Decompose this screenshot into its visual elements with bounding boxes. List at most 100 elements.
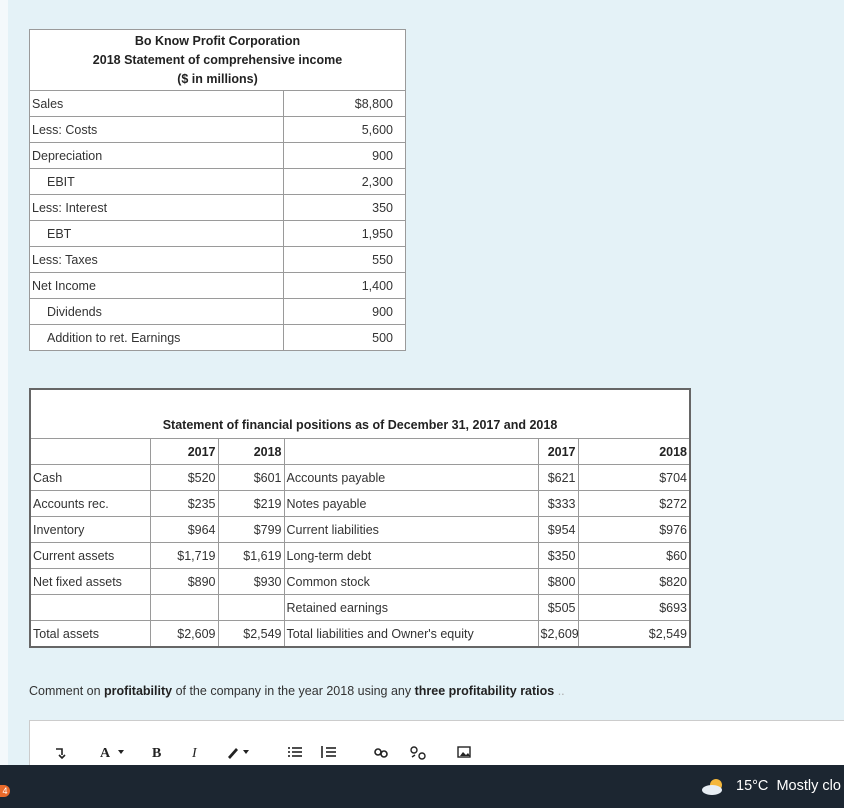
row-value: $2,549 [217,620,285,648]
income-row: EBIT 2,300 [29,168,406,195]
link-icon[interactable] [374,748,388,758]
bullet-list[interactable] [288,747,302,757]
row-label: Less: Interest [29,194,284,221]
image-icon[interactable] [457,746,471,758]
header-year: 2017 [537,438,579,465]
row-label: Net Income [29,272,284,299]
row-label: EBT [29,220,284,247]
header-year: 2018 [217,438,285,465]
dropdown [118,750,124,754]
row-label: Common stock [283,568,539,595]
income-row: Less: Taxes 550 [29,246,406,273]
row-value: 550 [283,246,406,273]
income-row: Net Income 1,400 [29,272,406,299]
income-row: EBT 1,950 [29,220,406,247]
income-row: Dividends 900 [29,298,406,325]
row-value: $890 [149,568,219,595]
row-label: Less: Taxes [29,246,284,273]
cell [29,594,151,621]
income-row: Less: Costs 5,600 [29,116,406,143]
unlink-icon[interactable] [410,746,426,760]
font-button[interactable]: A [100,746,111,761]
bold-button[interactable]: B [152,746,161,761]
income-row: Depreciation 900 [29,142,406,169]
row-label: Total liabilities and Owner's equity [283,620,539,648]
balance-row: Cash $520 $601 Accounts payable $621 $704 [29,464,691,491]
row-value: $505 [537,594,579,621]
text: .. [554,684,565,698]
row-value: 1,400 [283,272,406,299]
row-value: $820 [577,568,691,595]
balance-row: Retained earnings $505 $693 [29,594,691,621]
row-label: Net fixed assets [29,568,151,595]
title-line: ($ in millions) [177,71,258,86]
row-value: $964 [149,516,219,543]
number-list[interactable] [321,746,336,758]
weather-icon [702,779,722,795]
row-value: 900 [283,298,406,325]
header-year: 2018 [577,438,691,465]
title-cell: Statement of financial positions as of D… [162,418,558,432]
toolbar: A B I [56,746,471,761]
row-label: Current liabilities [283,516,539,543]
row-value: $2,609 [537,620,579,648]
balance-sheet: Statement of financial positions as of D… [29,388,691,648]
balance-row: Current assets $1,719 $1,619 Long-term debt… [29,542,691,569]
income-statement: Bo Know Profit Corporation 2018 Statemen… [29,29,406,351]
left-strip [0,0,8,765]
row-label: Addition to ret. Earnings [29,324,284,351]
row-label: Dividends [29,298,284,325]
weather: 15°C Mostly clo [736,778,841,794]
header-row: 2017 2018 2017 2018 [29,438,691,465]
row-value: $693 [577,594,691,621]
income-row: Less: Interest 350 [29,194,406,221]
cell [217,594,285,621]
temperature: 15°C [736,778,769,794]
row-value: $800 [537,568,579,595]
row-value: $2,549 [577,620,691,648]
income-row: Addition to ret. Earnings 500 [29,324,406,351]
row-label: Accounts payable [283,464,539,491]
title-line: Bo Know Profit Corporation [134,33,301,48]
row-value: $930 [217,568,285,595]
cell [149,594,219,621]
row-value: 500 [283,324,406,351]
cell [29,438,151,465]
row-value: $704 [577,464,691,491]
row-label: Cash [29,464,151,491]
dropdown [243,750,249,754]
row-value: $8,800 [283,90,406,117]
editor[interactable]: A B I [29,720,844,767]
row-value: $954 [537,516,579,543]
row-label: Sales [29,90,284,117]
row-value: $601 [217,464,285,491]
row-value: $520 [149,464,219,491]
row-value: $333 [537,490,579,517]
row-value: $621 [537,464,579,491]
row-value: $2,609 [149,620,219,648]
italic-button[interactable]: I [191,746,198,761]
row-value: $350 [537,542,579,569]
title-row: Statement of financial positions as of D… [30,389,690,439]
row-label: Inventory [29,516,151,543]
row-label: Total assets [29,620,151,648]
row-value: 5,600 [283,116,406,143]
text: of the company in the year 2018 using an… [172,684,415,698]
row-label: EBIT [29,168,284,195]
title-line: 2018 Statement of comprehensive income [92,52,343,67]
title-cell: Bo Know Profit Corporation 2018 Statemen… [29,29,406,91]
text: Comment on [29,684,105,698]
balance-row: Accounts rec. $235 $219 Notes payable $333 $2… [29,490,691,517]
row-value: 900 [283,142,406,169]
indent-icon[interactable] [56,748,66,760]
row-value: 350 [283,194,406,221]
row-label: Retained earnings [283,594,539,621]
row-value: $219 [217,490,285,517]
income-row: Sales $8,800 [29,90,406,117]
title-row: Bo Know Profit Corporation 2018 Statemen… [29,29,406,91]
bold-text: profitability [104,684,173,698]
brush-icon[interactable] [228,748,238,759]
header-year: 2017 [149,438,219,465]
row-value: $1,719 [149,542,219,569]
